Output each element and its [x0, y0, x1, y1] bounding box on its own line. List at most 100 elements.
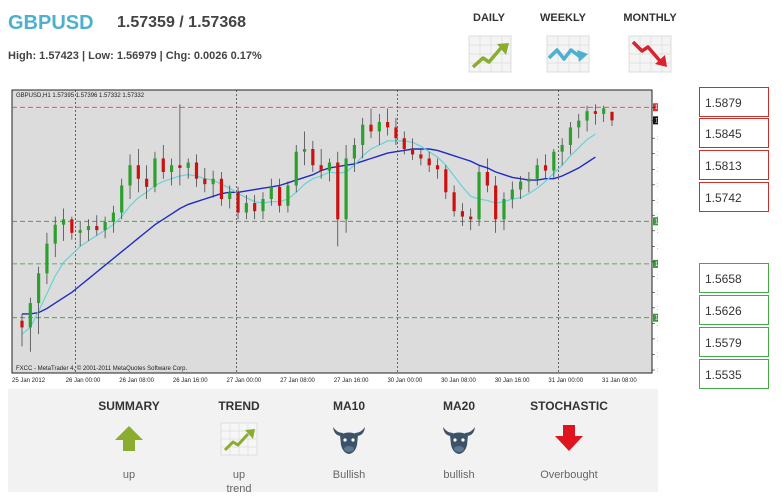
bull-candle: [477, 171, 481, 220]
bull-candle: [286, 185, 290, 206]
bear-candle: [386, 121, 390, 128]
indicator-summary-title: SUMMARY: [98, 399, 160, 413]
bull-icon: [333, 427, 365, 454]
period-daily-label: DAILY: [473, 12, 505, 24]
bear-candle: [593, 111, 597, 114]
y-tick-label: 1.56285: [657, 260, 658, 266]
chart-footer-text: FXCC - MetaTrader 4, © 2001-2011 MetaQuo…: [16, 365, 187, 372]
bull-candle: [602, 108, 606, 114]
bull-candle: [211, 178, 215, 185]
resistance-level-2: 1.5845: [699, 118, 769, 148]
bull-candle: [269, 186, 273, 200]
bear-candle: [194, 162, 199, 179]
bear-candle: [444, 169, 448, 193]
y-tick-label: 1.55715: [657, 337, 658, 343]
indicator-stochastic: STOCHASTIC Overbought: [514, 399, 624, 482]
y-tick-label: 1.56515: [657, 229, 658, 235]
bull-candle: [585, 111, 589, 121]
x-tick-label: 27 Jan 16:00: [334, 378, 369, 384]
x-tick-label: 25 Jan 2012: [12, 378, 46, 384]
indicator-stochastic-title: STOCHASTIC: [530, 399, 608, 413]
y-tick-label: 1.56630: [657, 213, 658, 219]
indicator-ma10-title: MA10: [332, 399, 365, 413]
period-weekly-label: WEEKLY: [539, 12, 587, 24]
chart-plot-area: [11, 89, 653, 374]
bear-candle: [219, 178, 224, 200]
bear-candle: [145, 178, 149, 187]
bear-candle: [610, 111, 614, 121]
bull-candle: [120, 185, 124, 213]
indicator-ma10: MA10 Bullish: [294, 399, 404, 482]
bull-candle: [302, 149, 307, 152]
bear-candle: [369, 124, 373, 132]
x-tick-label: 26 Jan 08:00: [119, 378, 154, 384]
bear-candle: [253, 203, 257, 212]
bear-candle: [319, 165, 323, 171]
trend-up-icon: [220, 422, 258, 456]
bull-candle: [344, 158, 348, 220]
level-line-tag-text: 1.57429: [655, 105, 658, 111]
chart-header-text: GBPUSD,H1 1.57395 1.57396 1.57332 1.5733…: [16, 93, 145, 99]
level-line-tag: [653, 259, 658, 268]
bull-candle: [568, 127, 573, 145]
bull-candle: [86, 226, 91, 231]
bull-candle: [78, 230, 82, 233]
indicator-ma20: MA20 bullish: [404, 399, 514, 482]
x-tick-label: 31 Jan 00:00: [548, 378, 583, 384]
price-chart[interactable]: 1.57429 1.56585 1.56270 1.55872 1.57332 1.57…: [8, 85, 658, 387]
bull-candle: [552, 151, 556, 171]
level-line-tag-text: 1.56585: [655, 219, 658, 225]
bear-candle: [278, 186, 282, 206]
bull-candle: [518, 181, 523, 190]
bull-candle: [153, 158, 157, 187]
chart-x-axis: 25 Jan 2012 26 Jan 00:00 26 Jan 08:00 26 Ja…: [12, 378, 637, 384]
bear-candle: [485, 171, 489, 186]
y-tick-label: 1.55600: [657, 352, 658, 358]
trend-down-icon[interactable]: [625, 34, 675, 76]
x-tick-label: 30 Jan 00:00: [387, 378, 422, 384]
level-line-tag: [653, 313, 658, 322]
period-monthly-label: MONTHLY: [623, 12, 677, 24]
bull-candle: [527, 178, 531, 182]
trend-sideways-icon[interactable]: [543, 34, 593, 76]
x-tick-label: 30 Jan 08:00: [441, 378, 476, 384]
y-tick-label: 1.57332: [657, 118, 658, 124]
indicator-panel: [8, 389, 658, 492]
bear-candle: [136, 165, 140, 179]
level-line-tag-text: 1.55872: [655, 316, 658, 322]
x-tick-label: 27 Jan 00:00: [227, 378, 262, 384]
level-line-tag-text: 1.56270: [655, 262, 658, 268]
indicator-summary: SUMMARY up: [74, 399, 184, 482]
bull-candle: [228, 192, 232, 200]
bull-candle: [244, 203, 248, 213]
bear-candle: [178, 165, 182, 168]
bull-candle: [560, 144, 564, 152]
trend-up-icon[interactable]: [465, 34, 515, 76]
bear-candle: [336, 162, 340, 220]
chart-y-axis: 1.57429 1.57332 1.57200 1.57085 1.56970 1.568…: [652, 105, 658, 374]
indicator-ma10-value: Bullish: [332, 469, 366, 481]
x-tick-label: 27 Jan 08:00: [280, 378, 315, 384]
y-tick-label: 1.56855: [657, 183, 658, 189]
chart-period-separators: [75, 90, 559, 373]
y-tick-label: 1.57085: [657, 152, 658, 158]
bear-candle: [460, 211, 465, 217]
bear-candle: [311, 149, 315, 166]
resistance-level-4: 1.5742: [699, 182, 769, 212]
support-level-3: 1.5579: [699, 327, 769, 357]
bull-candle: [169, 165, 174, 172]
bull-icon: [443, 427, 475, 454]
y-tick-label: 1.56740: [657, 198, 658, 204]
y-tick-label: 1.55945: [657, 306, 658, 312]
bull-candle: [128, 165, 132, 186]
bear-candle: [70, 219, 74, 233]
bid-ask-price: 1.57359 / 1.57368: [117, 14, 247, 31]
bull-candle: [352, 144, 356, 159]
bull-candle: [261, 199, 265, 212]
bear-candle: [427, 158, 431, 166]
y-tick-label: 1.56970: [657, 167, 658, 173]
indicator-trend: TREND up trend: [184, 399, 294, 496]
y-tick-label: 1.57200: [657, 136, 658, 142]
arrow-down-icon: [555, 425, 583, 451]
symbol-title: GBPUSD: [8, 12, 94, 34]
